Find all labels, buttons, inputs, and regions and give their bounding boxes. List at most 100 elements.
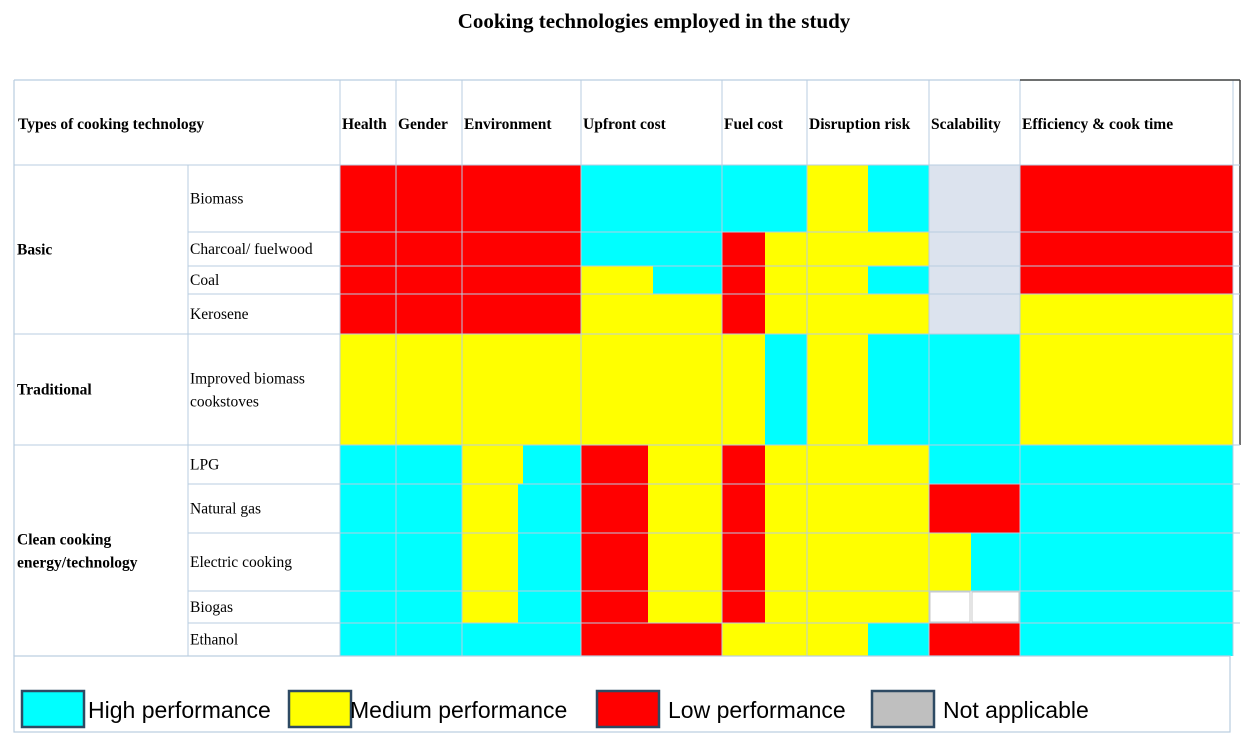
category-label-basic: Basic <box>17 242 52 259</box>
column-header-efficiency-cook-time: Efficiency & cook time <box>1022 116 1173 133</box>
technology-label-charcoal-fuelwood: Charcoal/ fuelwood <box>190 241 313 258</box>
column-header-health: Health <box>342 116 387 133</box>
cell-improved-biomass-cookstoves-disruption-risk-a <box>807 334 868 445</box>
legend: High performance Medium performance Low pe… <box>13 655 1231 733</box>
cell-lpg-upfront-cost-a <box>581 445 648 484</box>
legend-swatch-low-performance <box>595 689 661 729</box>
technology-label-ethanol: Ethanol <box>190 632 238 649</box>
cell-kerosene-fuel-cost-a <box>722 294 765 334</box>
cell-charcoal-fuelwood-environment <box>462 232 581 266</box>
cell-lpg-gender <box>396 445 462 484</box>
cell-natural-gas-environment-a <box>462 484 518 533</box>
cell-kerosene-health <box>340 294 396 334</box>
cell-biomass-fuel-cost <box>722 165 807 232</box>
cell-coal-environment <box>462 266 581 294</box>
cell-kerosene-disruption-risk <box>807 294 929 334</box>
cell-charcoal-fuelwood-upfront-cost <box>581 232 722 266</box>
cell-outline-biogas-a <box>929 591 971 623</box>
cell-improved-biomass-cookstoves-fuel-cost-a <box>722 334 765 445</box>
cell-biomass-environment <box>462 165 581 232</box>
cell-improved-biomass-cookstoves-environment <box>462 334 581 445</box>
cell-electric-cooking-fuel-cost-a <box>722 533 765 591</box>
cell-lpg-disruption-risk <box>807 445 929 484</box>
cell-charcoal-fuelwood-fuel-cost-a <box>722 232 765 266</box>
cell-electric-cooking-efficiency-cook-time <box>1020 533 1233 591</box>
cell-biogas-upfront-cost-b <box>648 591 722 623</box>
cell-biogas-fuel-cost-b <box>765 591 807 623</box>
cell-ethanol-scalability <box>929 623 1020 656</box>
cell-ethanol-gender <box>396 623 462 656</box>
cell-improved-biomass-cookstoves-scalability <box>929 334 1020 445</box>
cell-electric-cooking-gender <box>396 533 462 591</box>
category-label-traditional: Traditional <box>17 382 92 399</box>
cell-electric-cooking-fuel-cost-b <box>765 533 807 591</box>
cell-kerosene-upfront-cost <box>581 294 722 334</box>
cell-coal-upfront-cost-a <box>581 266 653 294</box>
cell-lpg-fuel-cost-b <box>765 445 807 484</box>
cell-biogas-efficiency-cook-time <box>1020 591 1233 623</box>
cell-kerosene-environment <box>462 294 581 334</box>
cell-lpg-environment-a <box>462 445 523 484</box>
cell-coal-health <box>340 266 396 294</box>
cell-charcoal-fuelwood-efficiency-cook-time <box>1020 232 1233 266</box>
cell-electric-cooking-upfront-cost-b <box>648 533 722 591</box>
cell-charcoal-fuelwood-disruption-risk <box>807 232 929 266</box>
cell-lpg-upfront-cost-b <box>648 445 722 484</box>
cell-lpg-fuel-cost-a <box>722 445 765 484</box>
cell-ethanol-upfront-cost <box>581 623 722 656</box>
cell-coal-fuel-cost-b <box>765 266 807 294</box>
technology-label-coal: Coal <box>190 272 219 289</box>
cell-kerosene-gender <box>396 294 462 334</box>
cell-biomass-efficiency-cook-time <box>1020 165 1233 232</box>
cell-biomass-disruption-risk-a <box>807 165 868 232</box>
cell-biomass-disruption-risk-b <box>868 165 929 232</box>
cell-improved-biomass-cookstoves-upfront-cost <box>581 334 722 445</box>
cell-ethanol-disruption-risk-b <box>868 623 929 656</box>
cell-natural-gas-gender <box>396 484 462 533</box>
column-header-upfront-cost: Upfront cost <box>583 116 667 133</box>
cell-natural-gas-upfront-cost-a <box>581 484 648 533</box>
rating-cells <box>340 165 1233 656</box>
legend-label-not-applicable: Not applicable <box>943 697 1089 723</box>
cell-biomass-upfront-cost <box>581 165 722 232</box>
cell-biogas-scalability-b <box>971 591 1020 623</box>
cell-electric-cooking-scalability-a <box>929 533 971 591</box>
cell-coal-scalability <box>929 266 1020 294</box>
cell-biogas-scalability-a <box>929 591 971 623</box>
cell-biogas-gender <box>396 591 462 623</box>
cell-kerosene-efficiency-cook-time <box>1020 294 1233 334</box>
cell-electric-cooking-environment-b <box>518 533 581 591</box>
cell-kerosene-fuel-cost-b <box>765 294 807 334</box>
cell-outline-biogas-b <box>971 591 1020 623</box>
cell-ethanol-environment <box>462 623 581 656</box>
cell-biomass-scalability <box>929 165 1020 232</box>
technology-label-natural-gas: Natural gas <box>190 501 261 518</box>
technology-label-electric-cooking: Electric cooking <box>190 554 292 571</box>
cell-electric-cooking-health <box>340 533 396 591</box>
cell-natural-gas-disruption-risk <box>807 484 929 533</box>
cell-natural-gas-efficiency-cook-time <box>1020 484 1233 533</box>
technology-label-improved-biomass-cookstoves: Improved biomass cookstoves <box>190 371 305 411</box>
cell-ethanol-disruption-risk-a <box>807 623 868 656</box>
cell-biomass-health <box>340 165 396 232</box>
cell-natural-gas-environment-b <box>518 484 581 533</box>
cell-coal-gender <box>396 266 462 294</box>
legend-swatch-high-performance <box>20 689 86 729</box>
legend-swatch-not-applicable <box>870 689 936 729</box>
cell-biogas-environment-a <box>462 591 518 623</box>
column-header-environment: Environment <box>464 116 552 133</box>
cell-biomass-gender <box>396 165 462 232</box>
cell-coal-disruption-risk-a <box>807 266 868 294</box>
cell-natural-gas-scalability <box>929 484 1020 533</box>
cell-ethanol-fuel-cost <box>722 623 807 656</box>
cell-biogas-environment-b <box>518 591 581 623</box>
cell-coal-fuel-cost-a <box>722 266 765 294</box>
cell-biogas-disruption-risk <box>807 591 929 623</box>
cell-lpg-efficiency-cook-time <box>1020 445 1233 484</box>
cell-electric-cooking-upfront-cost-a <box>581 533 648 591</box>
cell-electric-cooking-disruption-risk <box>807 533 929 591</box>
cell-biogas-upfront-cost-a <box>581 591 648 623</box>
cell-natural-gas-fuel-cost-b <box>765 484 807 533</box>
cell-improved-biomass-cookstoves-health <box>340 334 396 445</box>
cell-lpg-health <box>340 445 396 484</box>
